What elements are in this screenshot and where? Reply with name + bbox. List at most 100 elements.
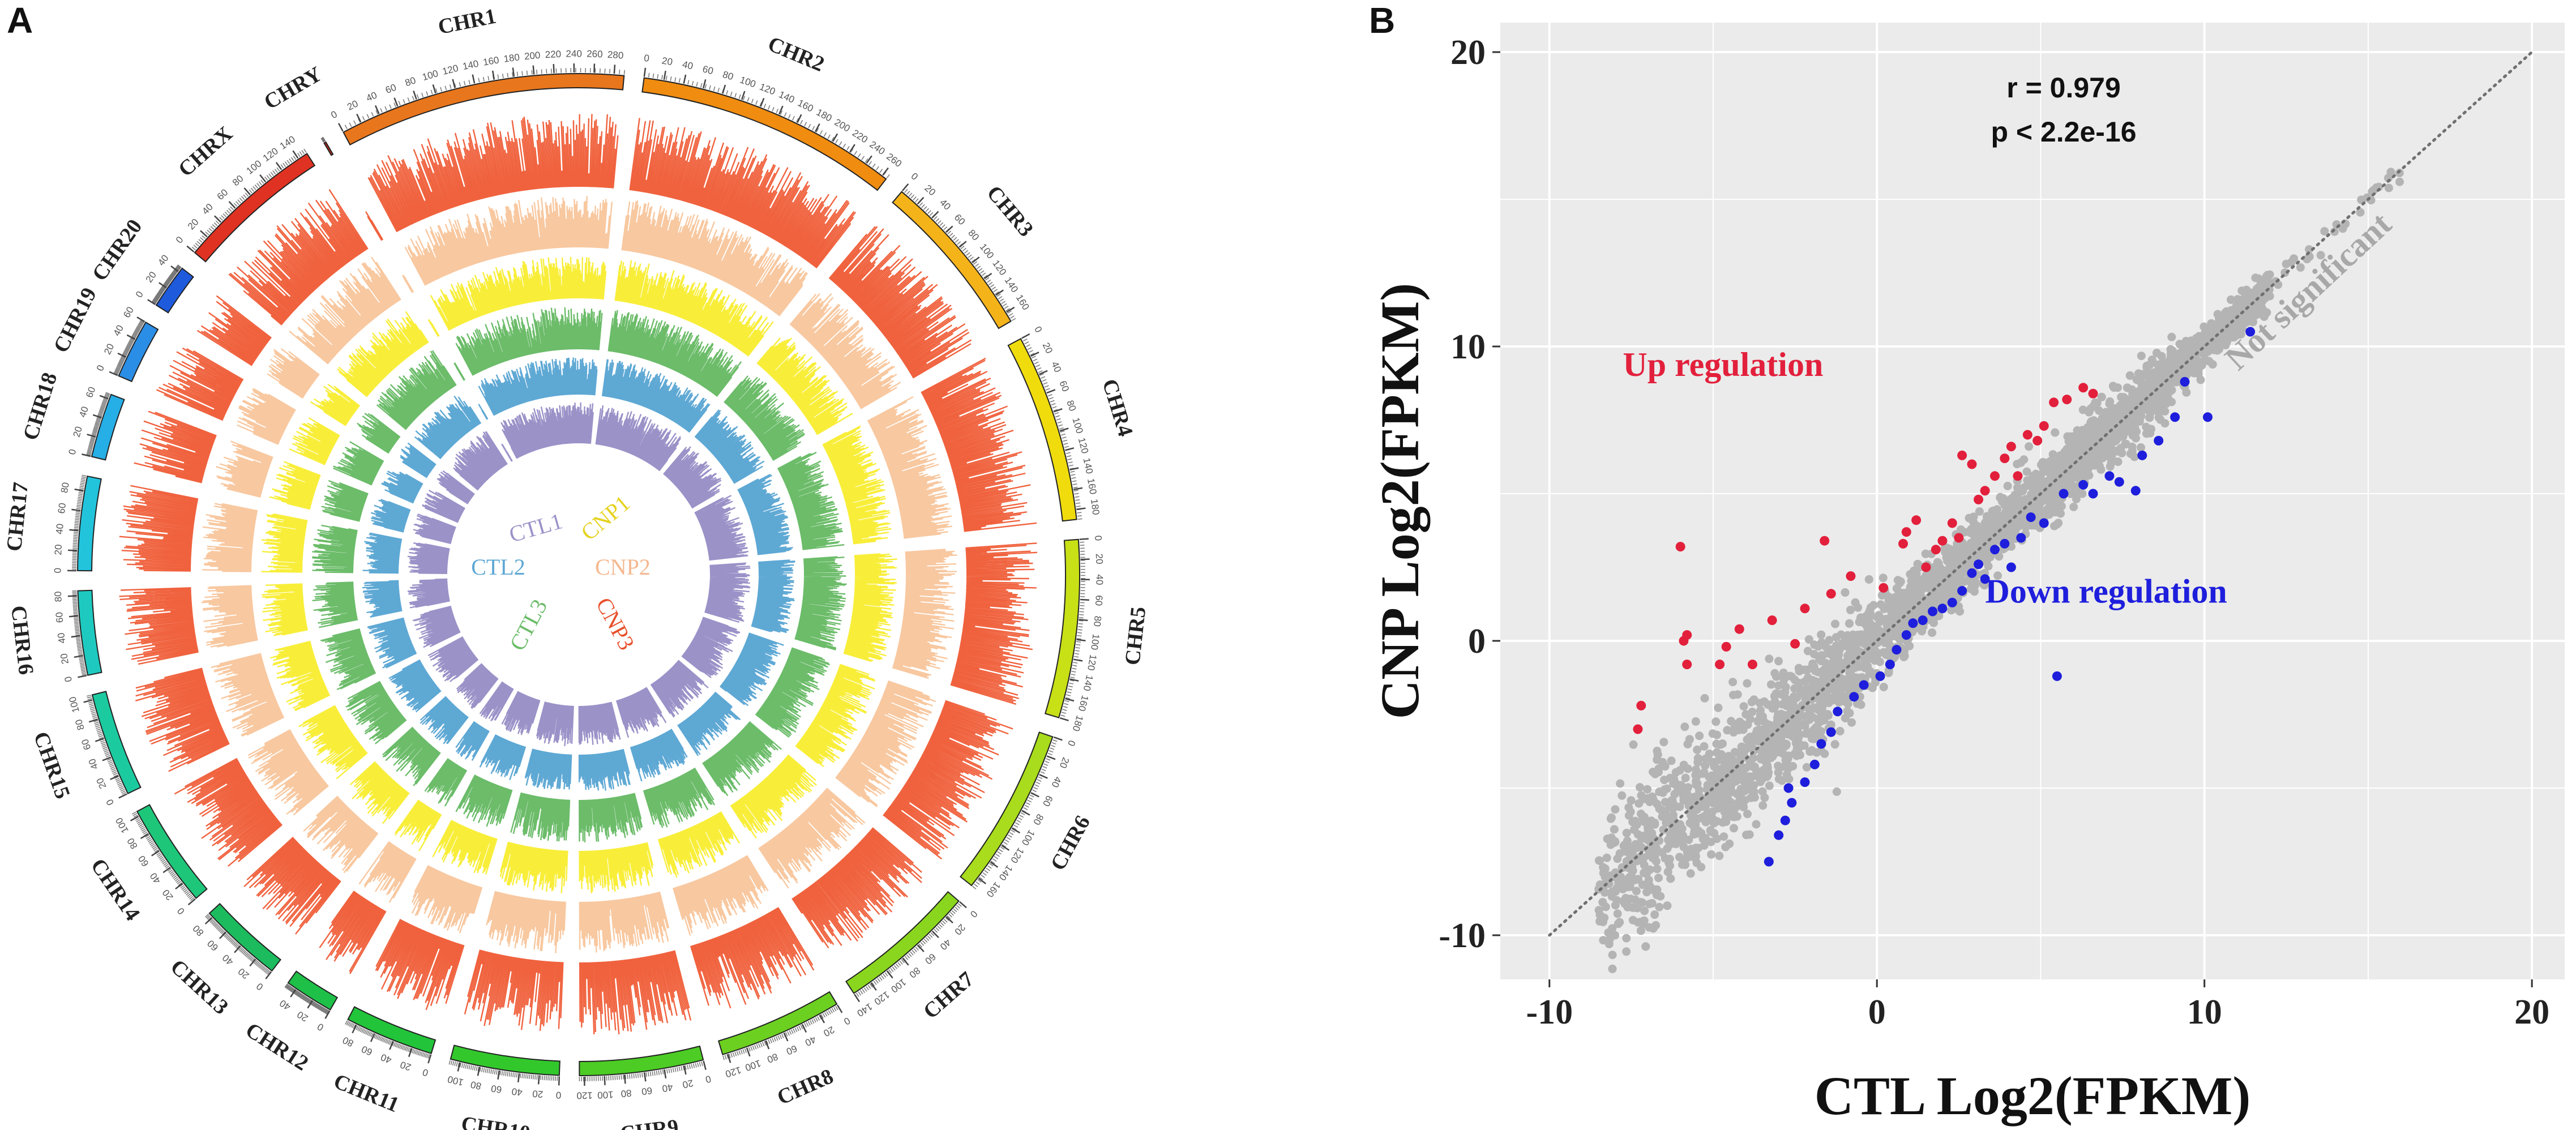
- tick-label: 120: [1085, 654, 1099, 671]
- major-tick: [1073, 487, 1083, 490]
- minor-tick: [756, 1044, 759, 1049]
- minor-tick: [877, 978, 881, 982]
- minor-tick: [86, 453, 91, 456]
- minor-tick: [468, 1064, 470, 1069]
- minor-tick: [984, 870, 989, 874]
- minor-tick: [910, 951, 914, 956]
- minor-tick: [82, 672, 87, 674]
- minor-tick: [1044, 385, 1049, 388]
- major-tick: [990, 861, 999, 868]
- ns-point: [1622, 947, 1631, 956]
- minor-tick: [79, 662, 84, 665]
- minor-tick: [74, 626, 79, 627]
- minor-tick: [687, 1064, 689, 1069]
- minor-tick: [375, 110, 378, 115]
- minor-tick: [173, 875, 177, 879]
- minor-tick: [1077, 512, 1082, 513]
- minor-tick: [986, 867, 990, 871]
- minor-tick: [773, 1037, 777, 1042]
- minor-tick: [112, 769, 117, 772]
- minor-tick: [425, 1053, 427, 1058]
- tick-label: 40: [681, 59, 694, 72]
- minor-tick: [1039, 373, 1044, 376]
- minor-tick: [808, 123, 811, 129]
- minor-tick: [170, 274, 174, 278]
- minor-tick: [937, 925, 942, 930]
- minor-tick: [426, 91, 429, 96]
- minor-tick: [310, 1000, 314, 1005]
- minor-tick: [1001, 301, 1005, 305]
- minor-tick: [91, 713, 96, 716]
- minor-tick: [323, 1008, 327, 1013]
- minor-tick: [867, 985, 871, 989]
- minor-tick: [1075, 496, 1080, 498]
- minor-tick: [213, 222, 218, 226]
- major-tick: [797, 114, 802, 123]
- minor-tick: [94, 424, 100, 427]
- major-tick: [836, 1004, 843, 1013]
- minor-tick: [73, 540, 78, 541]
- ns-point: [1622, 934, 1631, 943]
- major-tick: [972, 256, 980, 264]
- major-tick: [783, 1032, 789, 1042]
- minor-tick: [167, 277, 172, 281]
- minor-tick: [396, 1043, 399, 1048]
- minor-tick: [114, 776, 119, 779]
- minor-tick: [167, 868, 172, 872]
- major-tick: [1069, 678, 1079, 682]
- major-tick: [259, 174, 267, 183]
- major-tick: [643, 67, 647, 77]
- minor-tick: [105, 755, 110, 757]
- minor-tick: [1008, 834, 1012, 838]
- minor-tick: [1052, 739, 1058, 742]
- ns-point: [1789, 733, 1798, 742]
- minor-tick: [104, 751, 109, 755]
- minor-tick: [217, 927, 222, 931]
- major-tick: [722, 84, 726, 94]
- minor-tick: [79, 489, 84, 491]
- minor-tick: [1079, 611, 1084, 613]
- chromosome-band-chrx: [194, 152, 316, 263]
- minor-tick: [185, 890, 189, 894]
- minor-tick: [313, 1001, 316, 1007]
- minor-tick: [949, 233, 953, 237]
- minor-tick: [512, 1072, 514, 1077]
- major-tick: [1059, 717, 1069, 721]
- chromosome-band-chry: [323, 141, 334, 156]
- minor-tick: [123, 351, 128, 354]
- minor-tick: [123, 350, 129, 353]
- minor-tick: [389, 104, 392, 109]
- tick-label: 40: [77, 405, 91, 419]
- minor-tick: [76, 640, 81, 641]
- minor-tick: [1061, 712, 1066, 714]
- minor-tick: [113, 372, 118, 375]
- ns-point: [1679, 760, 1688, 769]
- major-tick: [109, 371, 118, 376]
- minor-tick: [188, 894, 192, 898]
- minor-tick: [101, 743, 106, 746]
- minor-tick: [230, 939, 234, 943]
- minor-tick: [521, 71, 523, 76]
- minor-tick: [79, 657, 84, 659]
- minor-tick: [973, 261, 978, 265]
- minor-tick: [826, 1011, 829, 1016]
- minor-tick: [173, 876, 178, 880]
- minor-tick: [704, 84, 707, 89]
- minor-tick: [118, 362, 123, 365]
- minor-tick: [948, 913, 953, 918]
- minor-tick: [95, 422, 100, 425]
- minor-tick: [86, 452, 92, 455]
- minor-tick: [691, 1064, 693, 1069]
- minor-tick: [793, 1028, 796, 1033]
- minor-tick: [263, 968, 267, 973]
- minor-tick: [982, 872, 987, 876]
- major-tick: [92, 414, 102, 419]
- ns-point: [2054, 519, 2063, 528]
- minor-tick: [1007, 310, 1012, 314]
- minor-tick: [118, 363, 123, 366]
- minor-tick: [762, 1042, 765, 1047]
- minor-tick: [166, 279, 171, 282]
- minor-tick: [923, 206, 927, 211]
- major-tick: [67, 549, 78, 551]
- major-tick: [623, 1075, 626, 1084]
